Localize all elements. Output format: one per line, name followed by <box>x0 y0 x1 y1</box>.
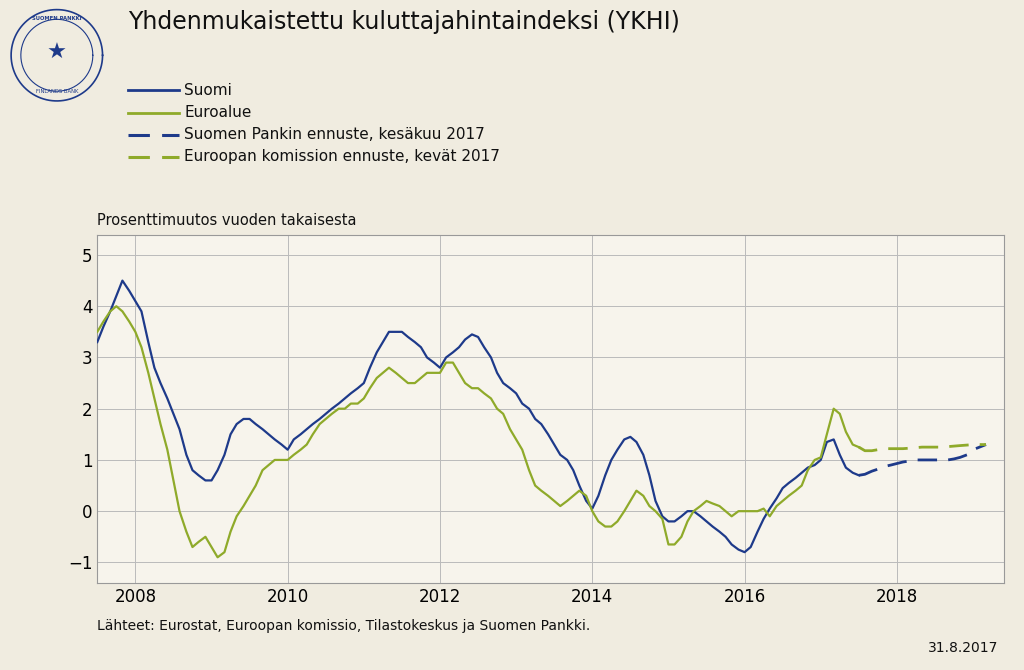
Text: FINLANDS BANK: FINLANDS BANK <box>36 88 78 94</box>
Text: ★: ★ <box>47 44 67 64</box>
Text: Euroopan komission ennuste, kevät 2017: Euroopan komission ennuste, kevät 2017 <box>184 149 500 164</box>
Text: Yhdenmukaistettu kuluttajahintaindeksi (YKHI): Yhdenmukaistettu kuluttajahintaindeksi (… <box>128 10 680 34</box>
Text: Euroalue: Euroalue <box>184 105 252 120</box>
Text: Lähteet: Eurostat, Euroopan komissio, Tilastokeskus ja Suomen Pankki.: Lähteet: Eurostat, Euroopan komissio, Ti… <box>97 619 591 633</box>
Text: B: B <box>52 48 61 58</box>
Text: 31.8.2017: 31.8.2017 <box>928 641 998 655</box>
Text: Prosenttimuutos vuoden takaisesta: Prosenttimuutos vuoden takaisesta <box>97 212 356 228</box>
Text: Suomi: Suomi <box>184 83 232 98</box>
Text: Suomen Pankin ennuste, kesäkuu 2017: Suomen Pankin ennuste, kesäkuu 2017 <box>184 127 485 142</box>
Text: SUOMEN PANKKI: SUOMEN PANKKI <box>32 16 82 21</box>
